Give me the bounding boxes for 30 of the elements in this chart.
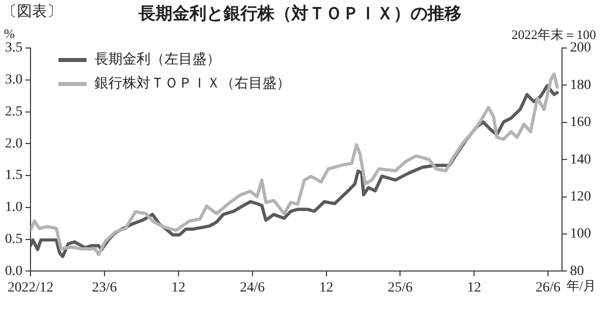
y2-tick-label: 120 xyxy=(570,189,591,204)
y-tick-label: 2.0 xyxy=(5,136,22,152)
x-tick-label: 25/6 xyxy=(388,280,413,296)
y2-tick-label: 80 xyxy=(570,264,584,279)
chart-title: 長期金利と銀行株（対ＴＯＰＩＸ）の推移 xyxy=(138,4,462,23)
x-axis-title: 年/月 xyxy=(566,277,596,295)
y-tick-label: 3.5 xyxy=(5,40,22,56)
x-tick-label: 12 xyxy=(319,280,334,296)
y2-tick-label: 180 xyxy=(570,78,591,93)
y-axis-title: % xyxy=(4,26,15,42)
y2-axis-title: 2022年末＝100 xyxy=(512,26,596,42)
x-tick-label: 26/6 xyxy=(536,280,561,296)
y2-tick-label: 200 xyxy=(570,40,591,56)
y-tick-label: 0.5 xyxy=(5,232,22,247)
x-tick-label: 2022/12 xyxy=(8,280,54,296)
x-tick-label: 12 xyxy=(171,280,186,296)
x-tick-label: 24/6 xyxy=(240,280,265,296)
y-tick-label: 2.5 xyxy=(5,104,22,120)
y2-tick-label: 160 xyxy=(570,115,591,130)
y-tick-label: 1.5 xyxy=(5,168,22,184)
y-tick-label: 3.0 xyxy=(5,72,22,88)
text: 〔図表〕 xyxy=(2,2,62,21)
y2-tick-label: 100 xyxy=(570,226,591,242)
y2-tick-label: 140 xyxy=(570,152,591,168)
x-tick-label: 12 xyxy=(467,280,482,296)
legend-label: 銀行株対ＴＯＰＩＸ（右目盛） xyxy=(94,76,290,92)
x-tick-label: 23/6 xyxy=(92,280,117,296)
legend-label: 長期金利（左目盛） xyxy=(94,52,220,68)
y-tick-label: 0.0 xyxy=(5,264,22,279)
y-tick-label: 1.0 xyxy=(5,200,22,216)
